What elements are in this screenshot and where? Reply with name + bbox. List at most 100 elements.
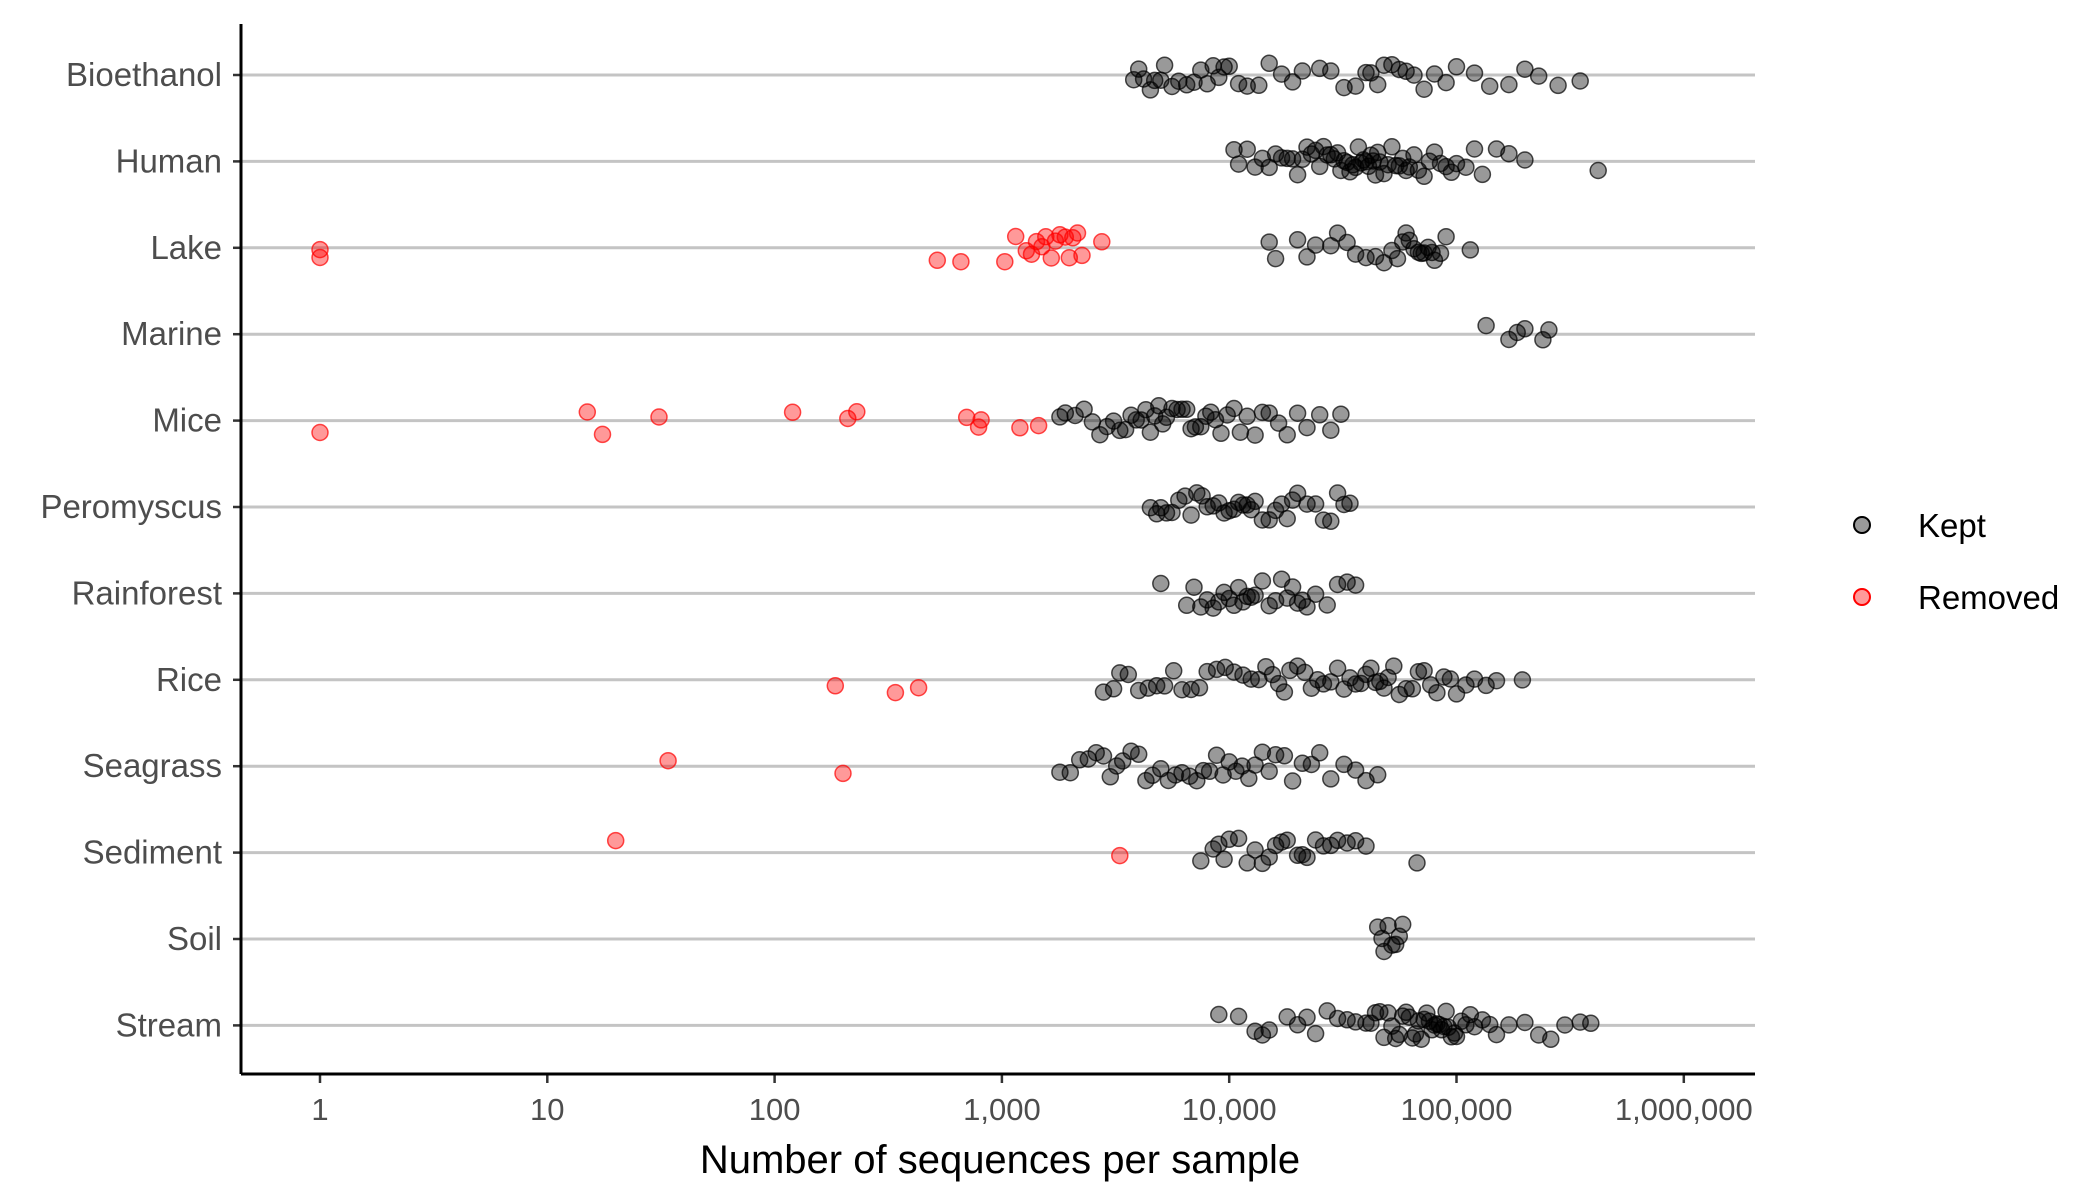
point-kept-rice [1403, 680, 1422, 698]
point-kept-rice [1234, 666, 1252, 684]
point-kept-mice [1186, 418, 1205, 436]
point-kept-mice [1246, 426, 1264, 444]
point-kept-rice [1119, 665, 1138, 684]
point-kept-rainforest [1318, 596, 1336, 614]
legend-label-kept: Kept [1918, 507, 1986, 544]
point-removed-lake [952, 252, 970, 271]
point-kept-peromyscus [1306, 495, 1325, 513]
point-kept-mice [1212, 424, 1230, 443]
point-kept-rice [1296, 663, 1314, 682]
point-kept-bioethanol [1437, 73, 1455, 92]
point-kept-mice [1231, 423, 1250, 441]
point-kept-bioethanol [1322, 62, 1340, 80]
point-kept-bioethanol [1210, 68, 1228, 87]
point-kept-rice [1275, 683, 1294, 701]
point-kept-human [1447, 154, 1466, 173]
point-kept-bioethanol [1346, 77, 1365, 95]
point-kept-bioethanol [1129, 60, 1148, 78]
point-removed-mice [1011, 419, 1029, 437]
point-removed-mice [848, 403, 866, 421]
point-removed-sediment [1111, 846, 1129, 865]
point-kept-mice [1066, 406, 1084, 425]
y-tick-label-bioethanol: Bioethanol [66, 56, 222, 93]
y-tick-label-marine: Marine [121, 315, 222, 352]
y-tick-label-seagrass: Seagrass [83, 747, 222, 784]
point-kept-bioethanol [1500, 75, 1518, 94]
point-kept-rice [1164, 662, 1183, 680]
point-kept-bioethanol [1516, 60, 1534, 78]
point-kept-seagrass [1253, 743, 1272, 761]
point-kept-human [1415, 167, 1433, 186]
point-kept-peromyscus [1335, 495, 1353, 514]
point-removed-rice [886, 683, 905, 702]
point-kept-human [1288, 165, 1307, 184]
point-kept-peromyscus [1246, 492, 1264, 511]
point-removed-lake [1006, 227, 1025, 246]
point-kept-mice [1332, 405, 1350, 423]
point-kept-marine [1477, 316, 1495, 335]
data-points [311, 54, 1607, 1049]
point-kept-lake [1266, 249, 1285, 268]
point-kept-seagrass [1094, 747, 1113, 765]
point-kept-rice [1155, 677, 1174, 695]
point-kept-seagrass [1293, 754, 1312, 773]
point-kept-seagrass [1346, 761, 1365, 779]
point-removed-sediment [606, 831, 625, 850]
point-kept-stream [1582, 1014, 1600, 1033]
point-removed-lake [311, 240, 329, 259]
point-kept-rainforest [1253, 572, 1272, 590]
point-kept-human [1465, 140, 1484, 158]
y-tick-label-stream: Stream [116, 1006, 222, 1043]
point-kept-mice [1192, 417, 1210, 436]
point-kept-rice [1263, 665, 1282, 684]
point-removed-mice [578, 403, 597, 421]
point-kept-stream [1400, 1008, 1419, 1026]
point-kept-seagrass [1368, 766, 1387, 784]
point-kept-sediment [1357, 837, 1375, 855]
point-kept-stream [1516, 1013, 1534, 1032]
point-removed-mice [972, 411, 990, 429]
point-kept-peromyscus [1193, 487, 1211, 505]
point-kept-human [1589, 161, 1607, 180]
point-kept-lake [1346, 245, 1365, 263]
x-tick-label-1000000: 1,000,000 [1615, 1092, 1753, 1127]
point-kept-bioethanol [1480, 77, 1499, 95]
point-kept-rice [1352, 674, 1370, 693]
point-kept-seagrass [1283, 772, 1302, 790]
point-kept-rice [1487, 671, 1506, 690]
point-removed-lake [1060, 248, 1079, 267]
legend-key-removed [1853, 588, 1871, 606]
point-kept-rice [1477, 676, 1495, 695]
point-kept-human [1473, 165, 1492, 184]
point-kept-seagrass [1275, 747, 1294, 765]
point-kept-seagrass [1200, 762, 1219, 781]
point-kept-stream [1362, 1014, 1380, 1032]
point-kept-rainforest [1152, 574, 1170, 593]
point-kept-lake [1288, 231, 1307, 249]
point-kept-rice [1415, 661, 1433, 680]
point-removed-lake [1037, 228, 1055, 246]
point-kept-mice [1177, 400, 1196, 419]
point-kept-sediment [1278, 831, 1296, 849]
point-kept-sediment [1229, 829, 1248, 848]
point-kept-mice [1075, 400, 1093, 418]
point-kept-rainforest [1283, 578, 1302, 596]
point-kept-lake [1461, 241, 1480, 259]
point-kept-rice [1104, 680, 1123, 698]
point-kept-rice [1328, 659, 1347, 678]
point-kept-bioethanol [1447, 58, 1466, 76]
point-kept-bioethanol [1155, 56, 1174, 74]
x-tick-label-1: 1 [311, 1092, 328, 1127]
point-kept-human [1253, 149, 1272, 168]
legend: Kept Removed [1853, 507, 2059, 616]
point-kept-bioethanol [1368, 75, 1387, 94]
legend-key-kept [1853, 516, 1871, 534]
point-kept-stream [1229, 1007, 1248, 1026]
point-kept-bioethanol [1293, 62, 1312, 80]
point-removed-rice [826, 677, 845, 695]
y-tick-label-lake: Lake [150, 229, 222, 266]
point-kept-seagrass [1188, 771, 1206, 790]
x-tick-label-10000: 10,000 [1182, 1092, 1277, 1127]
point-kept-rainforest [1288, 594, 1307, 612]
point-kept-marine [1540, 321, 1558, 339]
